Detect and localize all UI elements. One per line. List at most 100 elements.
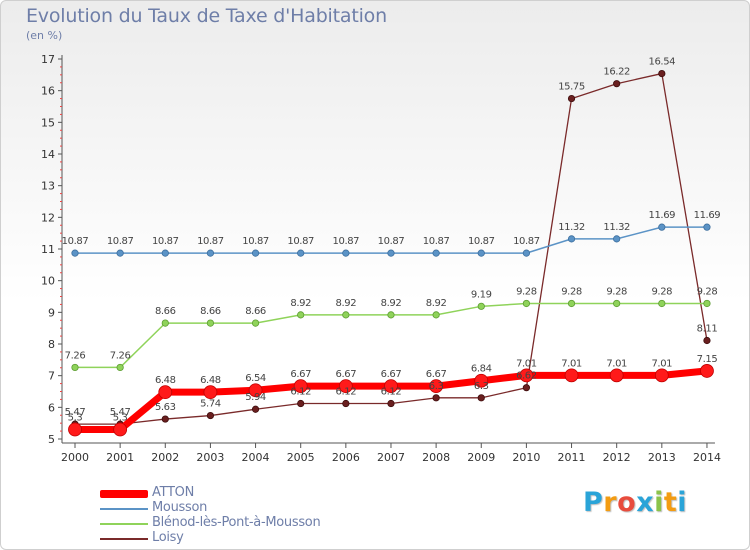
data-point-3	[477, 394, 485, 402]
data-label: 10.87	[333, 236, 360, 247]
data-point-0	[564, 368, 579, 383]
data-point-1	[567, 235, 576, 243]
data-label: 8.66	[200, 306, 221, 317]
data-point-2	[432, 311, 440, 319]
x-tick-label: 2009	[467, 451, 495, 464]
data-label: 11.69	[694, 210, 721, 221]
data-label: 10.87	[62, 236, 89, 247]
data-label: 6.67	[336, 369, 357, 380]
data-point-2	[251, 319, 260, 327]
y-tick-label: 13	[41, 180, 55, 193]
data-point-2	[477, 302, 485, 310]
data-label: 10.87	[107, 236, 134, 247]
data-point-1	[613, 235, 621, 243]
data-point-2	[206, 319, 215, 327]
data-point-3	[206, 411, 215, 420]
data-point-2	[71, 363, 79, 372]
data-label: 6.54	[245, 373, 266, 384]
data-label: 11.69	[648, 210, 675, 221]
data-point-0	[248, 383, 263, 398]
data-point-0	[203, 385, 218, 400]
data-point-0	[113, 422, 128, 437]
logo-letter: r	[603, 487, 618, 518]
data-point-0	[519, 368, 534, 383]
data-label: 15.75	[558, 82, 585, 93]
y-tick-label: 6	[48, 401, 55, 414]
x-tick-label: 2000	[61, 451, 89, 464]
y-tick-label: 12	[41, 211, 55, 224]
data-label: 6.3	[429, 381, 444, 392]
data-point-3	[567, 94, 576, 103]
data-label: 6.48	[200, 375, 221, 386]
data-label: 10.87	[468, 236, 495, 247]
data-point-2	[567, 299, 576, 308]
data-label: 8.92	[336, 298, 357, 309]
data-point-2	[703, 299, 711, 308]
legend-label-mousson: Mousson	[152, 500, 208, 515]
data-label: 7.26	[110, 350, 131, 361]
data-label: 10.87	[378, 236, 405, 247]
legend-label-atton: ATTON	[152, 485, 194, 500]
y-tick-label: 11	[41, 243, 55, 256]
data-label: 9.19	[471, 289, 492, 300]
proxiti-logo: Proxiti	[583, 487, 687, 518]
x-tick-label: 2003	[196, 451, 224, 464]
data-label: 10.87	[152, 236, 179, 247]
data-point-0	[609, 368, 624, 383]
data-label: 5.63	[155, 402, 176, 413]
data-label: 6.12	[336, 387, 357, 398]
data-point-3	[251, 405, 260, 413]
logo-letter: P	[583, 487, 604, 518]
data-label: 9.28	[561, 286, 582, 297]
data-label: 10.87	[242, 236, 269, 247]
data-label: 6.84	[471, 364, 492, 375]
data-point-1	[116, 249, 124, 257]
y-tick-label: 10	[41, 275, 55, 288]
data-point-2	[161, 319, 169, 327]
data-point-1	[387, 249, 395, 257]
data-label: 11.32	[558, 222, 585, 233]
data-label: 9.28	[697, 286, 718, 297]
data-label: 10.87	[423, 236, 450, 247]
data-label: 9.28	[651, 286, 672, 297]
data-label: 6.67	[290, 369, 311, 380]
legend-swatch-loisy	[100, 538, 148, 540]
data-point-3	[703, 336, 711, 345]
data-point-3	[522, 384, 531, 392]
data-point-1	[342, 249, 350, 257]
y-tick-label: 14	[41, 148, 55, 161]
legend-label-blenod: Blénod-lès-Pont-à-Mousson	[152, 515, 321, 530]
data-label: 10.87	[287, 236, 314, 247]
data-point-0	[293, 379, 308, 394]
data-point-3	[387, 399, 395, 408]
data-label: 5.94	[245, 392, 266, 403]
x-tick-label: 2007	[377, 451, 405, 464]
x-tick-label: 2001	[106, 451, 134, 464]
data-label: 16.54	[648, 57, 675, 68]
legend-swatch-blenod	[100, 523, 148, 525]
data-label: 7.15	[697, 354, 718, 365]
data-label: 7.26	[65, 350, 86, 361]
logo-letter: x	[636, 487, 655, 518]
data-label: 8.66	[155, 306, 176, 317]
data-point-0	[474, 373, 489, 388]
data-point-2	[342, 311, 350, 319]
data-label: 7.01	[651, 358, 672, 369]
data-point-1	[251, 249, 260, 257]
data-point-3	[342, 399, 350, 408]
data-label: 10.87	[513, 236, 540, 247]
logo-letter: o	[617, 487, 637, 518]
data-label: 7.01	[561, 358, 582, 369]
data-label: 5.3	[113, 413, 128, 424]
y-tick-label: 16	[41, 85, 55, 98]
logo-letter: i	[677, 487, 688, 518]
x-tick-label: 2013	[648, 451, 676, 464]
data-point-1	[703, 223, 711, 231]
data-point-1	[477, 249, 485, 257]
chart-subtitle: (en %)	[26, 29, 63, 42]
data-label: 6.67	[381, 369, 402, 380]
data-label: 7.01	[606, 358, 627, 369]
data-point-0	[338, 379, 353, 394]
data-point-2	[522, 299, 531, 308]
